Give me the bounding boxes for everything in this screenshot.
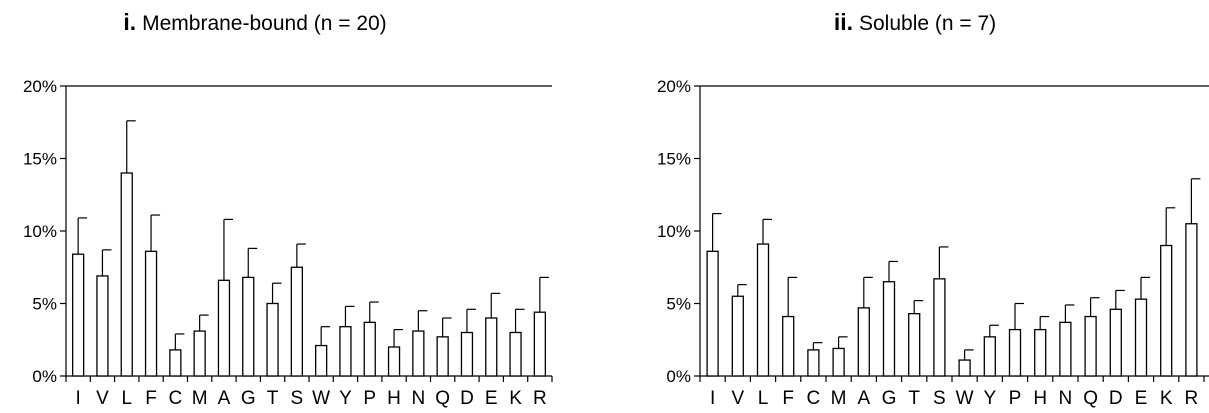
y-tick-label: 0% — [32, 367, 57, 386]
x-tick-label-Y: Y — [983, 388, 996, 409]
bar-F — [782, 315, 795, 377]
x-tick-label-L: L — [121, 388, 132, 409]
bar-A — [857, 307, 870, 377]
x-tick-label-S: S — [291, 388, 304, 409]
bar-G — [882, 281, 896, 377]
chart-title-text: Membrane-bound (n = 20) — [142, 12, 387, 35]
x-tick-label-T: T — [908, 388, 920, 409]
bar-Y — [983, 336, 996, 377]
x-tick-label-N: N — [411, 388, 425, 409]
bar-L — [120, 172, 133, 377]
bar-E — [1134, 298, 1148, 377]
y-tick-label: 5% — [666, 295, 691, 314]
y-tick-label: 15% — [23, 150, 57, 169]
x-tick-label-F: F — [782, 388, 794, 409]
bar-T — [908, 312, 921, 377]
bar-E — [485, 317, 498, 377]
x-tick-label-K: K — [1160, 388, 1173, 409]
bar-I — [72, 253, 85, 377]
chart-panel-membrane-bound: i. Membrane-bound (n = 20) 0% 5% 10% 15% 20% I… — [23, 9, 553, 409]
x-tick-label-C: C — [168, 388, 182, 409]
bar-W — [314, 344, 328, 377]
x-tick-label-V: V — [96, 388, 109, 409]
x-tick-label-V: V — [731, 388, 744, 409]
bar-N — [412, 330, 425, 377]
bar-R — [533, 311, 546, 377]
chart-panel-soluble: ii. Soluble (n = 7) 0% 5% 10% 15% 20% I V L F C M A G… — [657, 9, 1209, 409]
bar-A — [217, 279, 231, 377]
bar-H — [1034, 328, 1047, 377]
bar-P — [1008, 328, 1022, 377]
bar-F — [144, 250, 158, 377]
y-tick-label: 0% — [666, 367, 691, 386]
x-tick-label-N: N — [1059, 388, 1073, 409]
x-tick-label-A: A — [857, 388, 870, 409]
bar-I — [706, 250, 719, 377]
x-tick-label-L: L — [758, 388, 769, 409]
x-tick-label-E: E — [485, 388, 498, 409]
x-tick-label-A: A — [218, 388, 231, 409]
chart-title: ii. Soluble (n = 7) — [834, 9, 996, 35]
bar-Q — [1084, 315, 1097, 377]
x-tick-label-C: C — [807, 388, 821, 409]
x-tick-label-H: H — [387, 388, 401, 409]
bar-R — [1185, 223, 1198, 377]
x-tick-label-G: G — [241, 388, 256, 409]
x-tick-label-W: W — [312, 388, 330, 409]
chart-title: i. Membrane-bound (n = 20) — [123, 9, 386, 35]
x-tick-label-W: W — [956, 388, 974, 409]
y-tick-label: 5% — [32, 295, 57, 314]
x-tick-label-D: D — [1109, 388, 1123, 409]
x-tick-label-P: P — [363, 388, 376, 409]
x-tick-label-P: P — [1009, 388, 1022, 409]
x-tick-label-E: E — [1135, 388, 1148, 409]
x-tick-label-Q: Q — [1083, 388, 1098, 409]
x-tick-label-M: M — [831, 388, 847, 409]
bar-W — [958, 359, 971, 377]
bar-V — [96, 275, 109, 377]
y-tick-label: 20% — [23, 77, 57, 96]
x-tick-label-M: M — [192, 388, 208, 409]
bar-Q — [436, 336, 449, 377]
bar-P — [363, 321, 376, 377]
bar-C — [169, 349, 182, 377]
bar-N — [1059, 321, 1072, 377]
bar-S — [933, 278, 946, 377]
bar-L — [756, 243, 770, 377]
y-tick-label: 10% — [23, 222, 57, 241]
bar-K — [1160, 244, 1173, 377]
chart-title-text: Soluble (n = 7) — [859, 12, 996, 35]
x-tick-label-R: R — [533, 388, 547, 409]
bar-S — [290, 266, 304, 377]
x-tick-label-I: I — [710, 388, 715, 409]
bar-D — [1109, 308, 1122, 377]
x-tick-label-Y: Y — [339, 388, 352, 409]
x-tick-label-Q: Q — [435, 388, 450, 409]
bar-C — [807, 349, 820, 377]
chart-title-roman: i. — [123, 9, 136, 35]
bar-D — [460, 331, 474, 377]
y-tick-label: 20% — [657, 77, 691, 96]
x-tick-label-I: I — [76, 388, 81, 409]
x-tick-label-T: T — [267, 388, 279, 409]
bar-T — [266, 302, 279, 377]
x-tick-label-G: G — [882, 388, 897, 409]
x-tick-label-H: H — [1033, 388, 1047, 409]
bar-Y — [339, 326, 352, 377]
bar-M — [193, 330, 206, 377]
x-tick-label-S: S — [933, 388, 946, 409]
chart-title-roman: ii. — [834, 9, 853, 35]
x-tick-label-F: F — [145, 388, 157, 409]
bar-G — [242, 276, 255, 377]
x-tick-label-R: R — [1185, 388, 1199, 409]
bar-V — [731, 295, 744, 377]
x-tick-label-K: K — [509, 388, 522, 409]
x-tick-label-D: D — [460, 388, 474, 409]
bar-K — [509, 331, 522, 377]
y-tick-label: 10% — [657, 222, 691, 241]
y-tick-label: 15% — [657, 150, 691, 169]
bar-M — [832, 347, 845, 377]
bar-H — [387, 346, 401, 377]
